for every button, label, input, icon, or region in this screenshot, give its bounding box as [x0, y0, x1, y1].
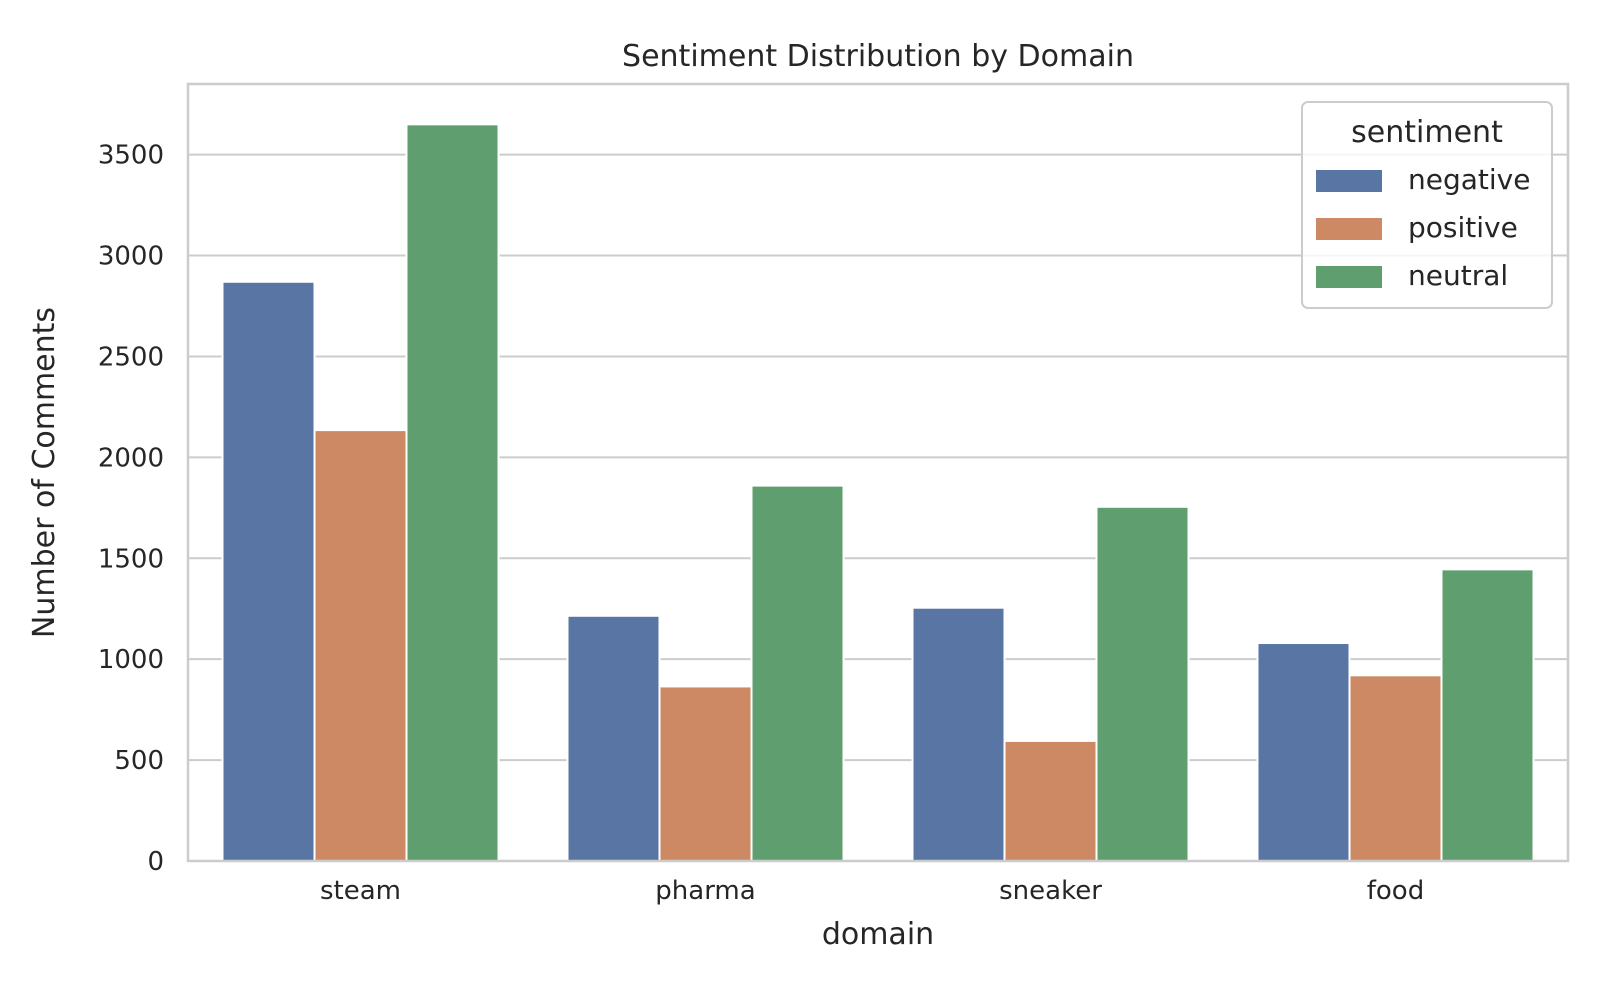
legend-swatch-negative	[1316, 170, 1382, 192]
bar-positive-pharma	[658, 685, 753, 862]
y-axis-title: Number of Comments	[27, 307, 62, 638]
x-tick-label: pharma	[655, 876, 755, 906]
bar-positive-steam	[313, 429, 408, 862]
y-tick-label: 2500	[98, 342, 164, 372]
bar-negative-sneaker	[911, 606, 1006, 863]
bar-neutral-pharma	[750, 484, 845, 862]
y-tick-label: 3500	[98, 141, 164, 171]
x-tick-labels: steam pharma sneaker food	[320, 876, 1424, 906]
y-tick-label: 1000	[98, 645, 164, 675]
y-tick-label: 500	[114, 746, 164, 776]
x-tick-label: sneaker	[999, 876, 1102, 906]
legend: sentiment negative positive neutral	[1301, 101, 1553, 309]
x-axis-title: domain	[822, 917, 934, 952]
plot-frame	[186, 82, 1570, 863]
legend-label-positive: positive	[1408, 211, 1518, 244]
bar-neutral-food	[1440, 568, 1535, 862]
legend-label-neutral: neutral	[1408, 259, 1508, 292]
bar-positive-sneaker	[1003, 739, 1098, 862]
legend-label-negative: negative	[1408, 163, 1530, 196]
legend-swatch-neutral	[1316, 266, 1382, 288]
y-tick-label: 3000	[98, 242, 164, 272]
legend-box	[1301, 101, 1553, 309]
bar-negative-pharma	[566, 614, 661, 862]
legend-swatch-positive	[1316, 218, 1382, 240]
y-tick-labels: 0 500 1000 1500 2000 2500 3000 3500	[98, 141, 164, 877]
legend-items: negative positive neutral	[1316, 163, 1530, 292]
bar-negative-steam	[221, 280, 316, 863]
y-tick-label: 0	[147, 847, 164, 877]
bar-negative-food	[1256, 642, 1351, 863]
bars	[221, 123, 1535, 863]
bar-neutral-sneaker	[1095, 505, 1190, 862]
y-tick-label: 1500	[98, 544, 164, 574]
x-tick-label: steam	[320, 876, 401, 906]
chart-title: Sentiment Distribution by Domain	[622, 39, 1134, 74]
x-tick-label: food	[1367, 876, 1424, 906]
bar-neutral-steam	[405, 123, 500, 862]
y-tick-label: 2000	[98, 443, 164, 473]
bar-positive-food	[1348, 674, 1443, 862]
legend-title: sentiment	[1351, 115, 1503, 150]
